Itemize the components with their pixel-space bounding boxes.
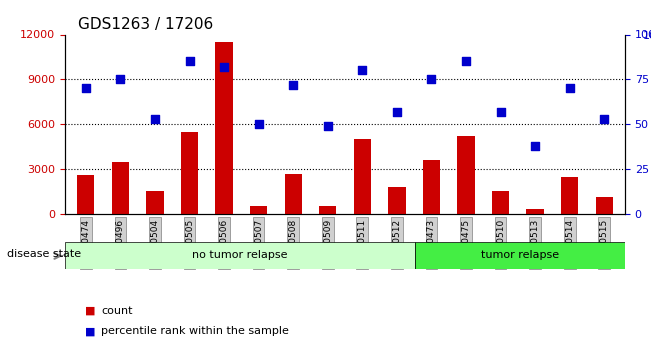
Text: count: count [101,306,132,315]
Bar [527,209,544,214]
Point [426,77,437,82]
Point [288,82,298,88]
Point [253,121,264,127]
Point [530,143,540,148]
Bar [215,42,232,214]
Bar [353,139,371,214]
FancyBboxPatch shape [65,241,415,269]
Point [357,68,368,73]
Point [392,109,402,115]
FancyBboxPatch shape [415,241,625,269]
Point [150,116,160,121]
Point [461,59,471,64]
Bar [250,206,268,214]
Point [115,77,126,82]
Text: ■: ■ [85,306,95,315]
Point [599,116,609,121]
Text: disease state: disease state [7,249,81,258]
Bar [284,174,302,214]
Bar [388,187,406,214]
Bar [422,160,440,214]
Point [564,86,575,91]
Bar [112,161,129,214]
Text: ■: ■ [85,326,95,336]
Text: no tumor relapse: no tumor relapse [192,250,288,260]
Y-axis label: 100%: 100% [643,31,651,41]
Point [81,86,91,91]
Bar [492,191,509,214]
Bar [561,177,578,214]
Text: percentile rank within the sample: percentile rank within the sample [101,326,289,336]
Point [322,123,333,129]
Bar [319,206,337,214]
Bar [146,191,163,214]
Bar [596,197,613,214]
Point [184,59,195,64]
Text: GDS1263 / 17206: GDS1263 / 17206 [78,17,214,32]
Bar [181,132,198,214]
Point [219,64,229,70]
Point [495,109,506,115]
Bar [458,136,475,214]
Text: tumor relapse: tumor relapse [481,250,559,260]
Bar [77,175,94,214]
